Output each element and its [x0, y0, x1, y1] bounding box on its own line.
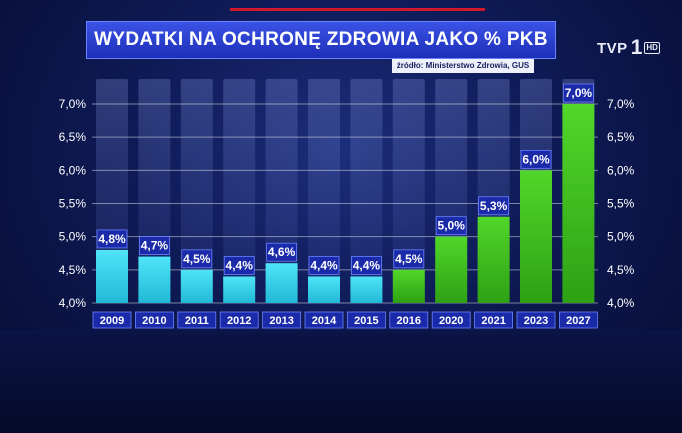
category-label: 2009 — [100, 315, 124, 327]
value-label: 4,5% — [395, 252, 423, 266]
value-label: 7,0% — [565, 86, 593, 100]
bar — [435, 236, 468, 303]
y-tick-label-left: 6,0% — [59, 163, 87, 177]
y-tick-label-right: 7,0% — [607, 97, 635, 111]
value-label-box — [393, 249, 425, 269]
bar — [180, 269, 213, 303]
value-label-box — [478, 196, 510, 216]
value-label: 4,6% — [268, 245, 296, 259]
y-tick-label-left: 6,5% — [59, 130, 87, 144]
value-label: 6,0% — [522, 152, 550, 166]
top-accent-line — [230, 8, 485, 11]
category-label-box — [516, 311, 556, 329]
value-label: 4,8% — [98, 232, 126, 246]
category-label-box — [92, 311, 132, 329]
category-label: 2012 — [227, 315, 251, 327]
category-label-box — [262, 311, 302, 329]
value-label: 4,4% — [310, 258, 338, 272]
y-tick-label-right: 5,5% — [607, 197, 635, 211]
value-label: 4,7% — [141, 239, 169, 253]
bar-background-column — [223, 79, 256, 303]
value-label-box — [266, 242, 298, 262]
value-label: 4,5% — [183, 252, 211, 266]
y-tick-label-left: 5,5% — [59, 197, 87, 211]
category-label: 2011 — [185, 315, 209, 327]
category-label-box — [474, 311, 514, 329]
bar — [223, 276, 256, 303]
category-label-box — [431, 311, 471, 329]
category-label: 2015 — [354, 315, 378, 327]
y-tick-label-right: 4,5% — [607, 263, 635, 277]
category-label: 2021 — [481, 315, 505, 327]
value-label-box — [96, 229, 128, 249]
bar — [477, 216, 510, 303]
bar — [308, 276, 340, 303]
category-label-box — [304, 311, 344, 329]
value-label-box — [181, 249, 213, 269]
category-label-box — [389, 311, 429, 329]
y-tick-label-right: 4,0% — [607, 296, 635, 310]
value-label: 5,0% — [438, 219, 466, 233]
category-label-box — [346, 311, 386, 329]
bar — [96, 249, 128, 303]
y-tick-label-right: 6,5% — [607, 130, 635, 144]
value-label-box — [350, 256, 382, 275]
category-label: 2016 — [397, 315, 421, 327]
category-label: 2023 — [524, 315, 548, 327]
logo-hd-badge: HD — [644, 42, 660, 54]
bar-background-column — [180, 79, 213, 303]
chart-title: WYDATKI NA OCHRONĘ ZDROWIA JAKO % PKB — [94, 29, 548, 50]
category-label: 2014 — [312, 315, 337, 327]
y-tick-label-left: 7,0% — [59, 97, 87, 111]
tvp1-hd-logo: TVP 1 HD — [597, 36, 660, 60]
category-label: 2013 — [269, 315, 293, 327]
bar — [138, 256, 171, 303]
value-label-box — [223, 256, 255, 275]
logo-text: TVP — [597, 39, 628, 57]
category-label-box — [219, 311, 259, 329]
source-caption: źródło: Ministerstwo Zdrowia, GUS — [392, 59, 534, 73]
bar — [265, 263, 298, 303]
title-bar: WYDATKI NA OCHRONĘ ZDROWIA JAKO % PKB — [86, 21, 556, 59]
value-label-box — [308, 256, 340, 275]
value-label: 4,4% — [226, 258, 254, 272]
value-label-box — [563, 83, 594, 103]
y-tick-label-left: 5,0% — [59, 230, 87, 244]
bar — [350, 276, 383, 303]
bar-background-column — [350, 79, 383, 303]
y-tick-label-right: 5,0% — [607, 230, 635, 244]
y-tick-label-left: 4,5% — [59, 263, 87, 277]
category-label-box — [559, 311, 598, 329]
bar — [392, 269, 425, 303]
bar-background-column — [392, 79, 425, 303]
logo-number: 1 — [630, 36, 643, 59]
category-label-box — [134, 311, 174, 329]
value-label-box — [520, 149, 552, 169]
category-label: 2027 — [566, 315, 590, 327]
category-label: 2010 — [142, 315, 166, 327]
value-label-box — [435, 216, 467, 236]
floor-background — [0, 330, 682, 433]
value-label-box — [138, 236, 170, 255]
bar — [520, 170, 552, 303]
value-label: 4,4% — [353, 258, 381, 272]
bar — [562, 104, 595, 303]
value-label: 5,3% — [480, 199, 508, 213]
category-label-box — [177, 311, 217, 329]
y-tick-label-right: 6,0% — [607, 163, 635, 177]
category-label: 2020 — [439, 315, 463, 327]
y-tick-label-left: 4,0% — [59, 296, 87, 310]
bar-background-column — [308, 79, 340, 303]
